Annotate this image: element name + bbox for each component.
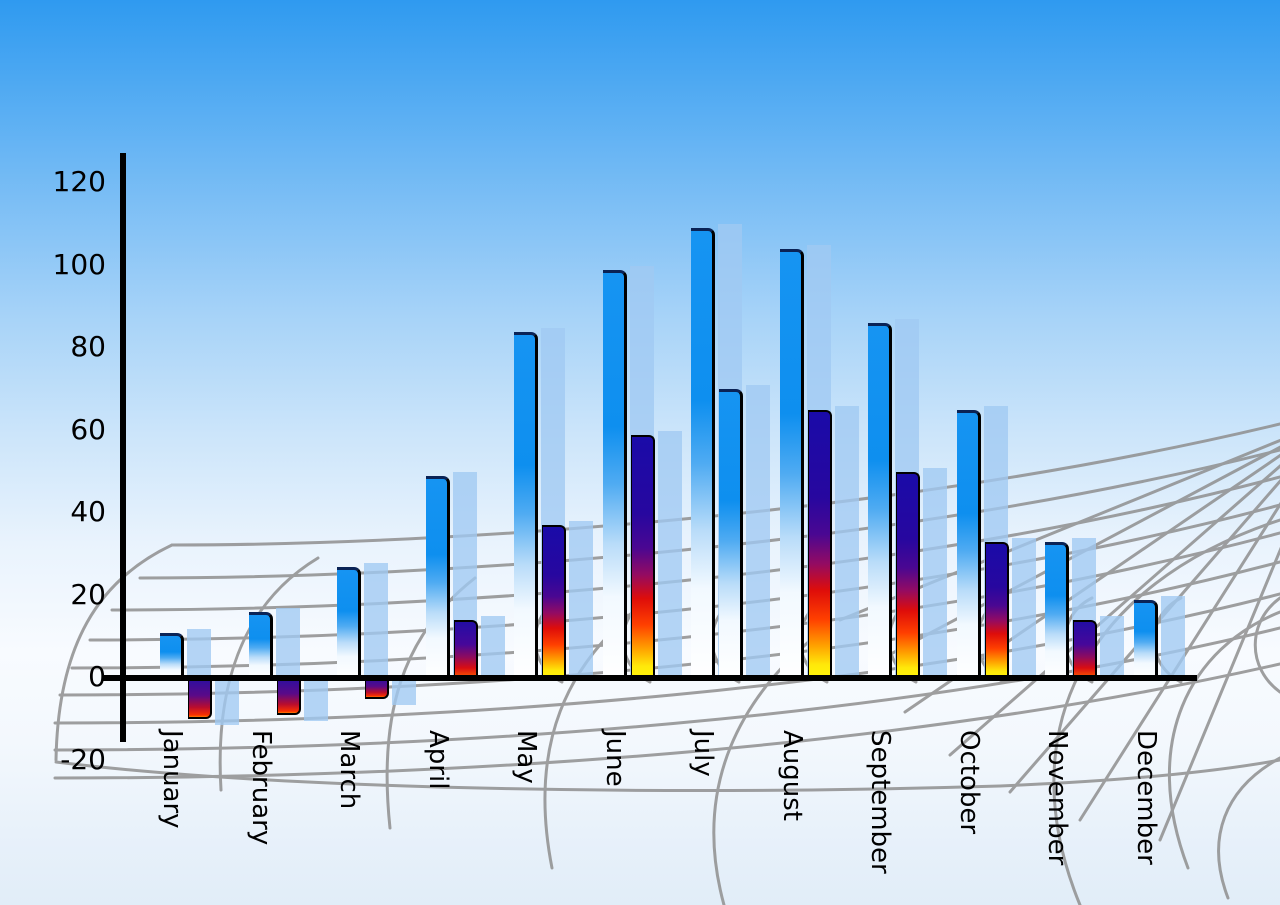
bar-february	[248, 612, 273, 678]
main-bar-shadow	[187, 628, 211, 678]
main-bar-shadow	[364, 562, 388, 678]
bar-august	[779, 249, 804, 678]
secondary-bar-shadow	[657, 430, 682, 678]
secondary-bar-shadow	[569, 521, 593, 678]
bar-july	[691, 228, 715, 678]
bar-october	[956, 409, 981, 678]
main-bar-shadow	[275, 608, 300, 678]
secondary-bar-may	[542, 525, 566, 678]
secondary-bar-august	[807, 409, 832, 678]
bar-may	[514, 331, 538, 678]
secondary-bar-shadow	[1011, 537, 1036, 678]
secondary-bar-march	[365, 678, 389, 699]
bar-june	[602, 269, 627, 678]
secondary-bar-october	[984, 541, 1009, 678]
bar-december	[1133, 599, 1158, 678]
bar-november	[1045, 541, 1069, 678]
secondary-bar-february	[276, 678, 301, 716]
secondary-bar-july	[719, 389, 743, 678]
secondary-bar-april	[453, 620, 478, 678]
bar-april	[425, 475, 450, 678]
secondary-bar-shadow	[303, 678, 328, 722]
bar-march	[337, 566, 361, 678]
secondary-bar-shadow	[923, 467, 947, 678]
secondary-bar-shadow	[480, 616, 505, 678]
secondary-bar-january	[188, 678, 212, 720]
secondary-bar-shadow	[392, 678, 416, 705]
secondary-bar-shadow	[746, 385, 770, 678]
secondary-bar-june	[630, 434, 655, 678]
bar-january	[160, 632, 184, 678]
x-axis-zero-line	[103, 675, 1197, 681]
secondary-bar-november	[1073, 620, 1097, 678]
secondary-bar-shadow	[215, 678, 239, 726]
y-axis-line	[120, 153, 126, 742]
main-bar-shadow	[1160, 595, 1185, 678]
secondary-bar-shadow	[834, 405, 859, 678]
secondary-bar-shadow	[1100, 616, 1124, 678]
bar-september	[868, 323, 892, 678]
secondary-bar-september	[896, 471, 920, 678]
